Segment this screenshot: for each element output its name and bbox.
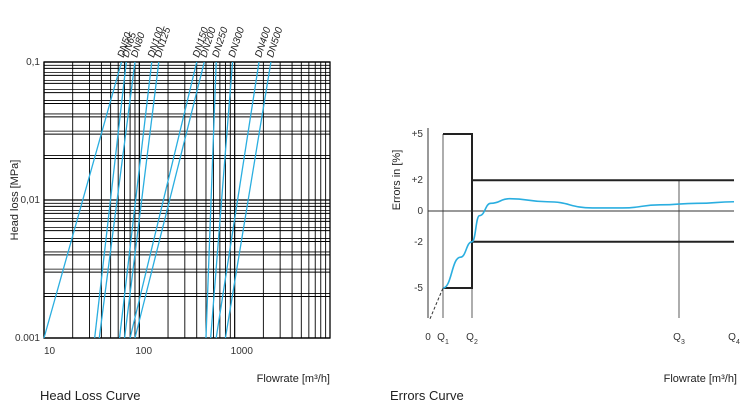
head-loss-curve-dn125 xyxy=(123,61,160,339)
head-loss-curve-dn100 xyxy=(118,61,153,339)
errors-y-tick: +2 xyxy=(412,175,424,186)
head-loss-curve-dn65 xyxy=(94,61,127,339)
errors-y-tick: 0 xyxy=(417,206,423,217)
errors-x-tick: Q2 xyxy=(466,332,478,346)
head-loss-x-tick: 1000 xyxy=(231,346,254,357)
errors-x-tick: Q4 xyxy=(728,332,740,346)
head-loss-x-tick: 10 xyxy=(44,346,56,357)
head-loss-y-tick: 0,1 xyxy=(26,57,40,68)
errors-upper-limit xyxy=(443,133,734,182)
head-loss-plot-frame xyxy=(43,61,331,339)
head-loss-curve-dn250 xyxy=(205,61,217,339)
errors-x-tick: 0 xyxy=(425,332,431,343)
head-loss-y-axis-title: Head loss [MPa] xyxy=(9,160,21,241)
head-loss-curve-dn50 xyxy=(43,61,123,339)
head-loss-y-tick: 0,01 xyxy=(21,195,41,206)
errors-x-tick: Q1 xyxy=(437,332,449,346)
errors-x-axis-title: Flowrate [m³/h] xyxy=(664,373,737,385)
errors-curve xyxy=(442,197,735,289)
errors-y-tick: -2 xyxy=(414,237,423,248)
errors-y-tick: +5 xyxy=(412,129,424,140)
head-loss-chart-title: Head Loss Curve xyxy=(40,388,140,403)
head-loss-curve-dn150 xyxy=(129,61,198,339)
head-loss-curve-dn500 xyxy=(224,61,272,339)
head-loss-curve-dn80 xyxy=(98,61,136,339)
head-loss-curve-dn400 xyxy=(215,61,260,339)
errors-x-tick: Q3 xyxy=(673,332,685,346)
errors-chart-title: Errors Curve xyxy=(390,388,464,403)
head-loss-x-tick: 100 xyxy=(135,346,152,357)
head-loss-curve-dn200 xyxy=(134,61,205,339)
errors-lower-limit xyxy=(443,240,734,289)
head-loss-curve-dn300 xyxy=(210,61,234,339)
head-loss-x-axis-title: Flowrate [m³/h] xyxy=(257,373,330,385)
errors-extrapolation-dashed xyxy=(429,287,444,319)
errors-y-axis-title: Errors in [%] xyxy=(391,150,403,211)
errors-y-tick: -5 xyxy=(414,283,423,294)
head-loss-y-tick: 0.001 xyxy=(15,333,40,344)
